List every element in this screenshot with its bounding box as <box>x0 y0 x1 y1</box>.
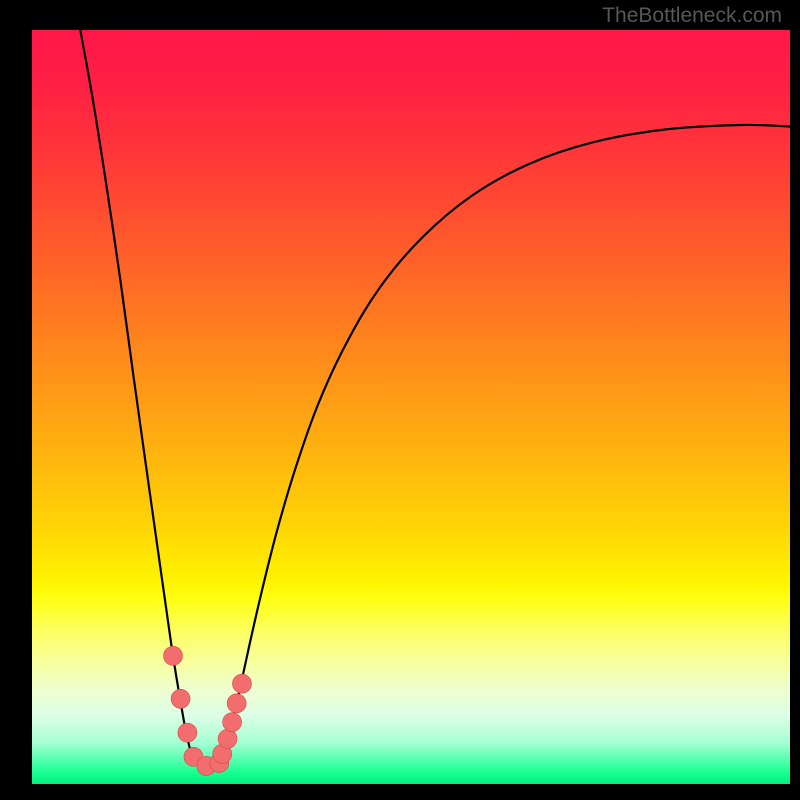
data-marker <box>227 694 246 713</box>
bottleneck-chart-svg <box>0 0 800 800</box>
data-marker <box>218 729 237 748</box>
data-marker <box>223 713 242 732</box>
watermark-text: TheBottleneck.com <box>602 4 782 28</box>
data-marker <box>178 723 197 742</box>
chart-container: TheBottleneck.com <box>0 0 800 800</box>
plot-gradient <box>32 30 790 784</box>
data-marker <box>163 646 182 665</box>
data-marker <box>171 689 190 708</box>
data-marker <box>232 674 251 693</box>
